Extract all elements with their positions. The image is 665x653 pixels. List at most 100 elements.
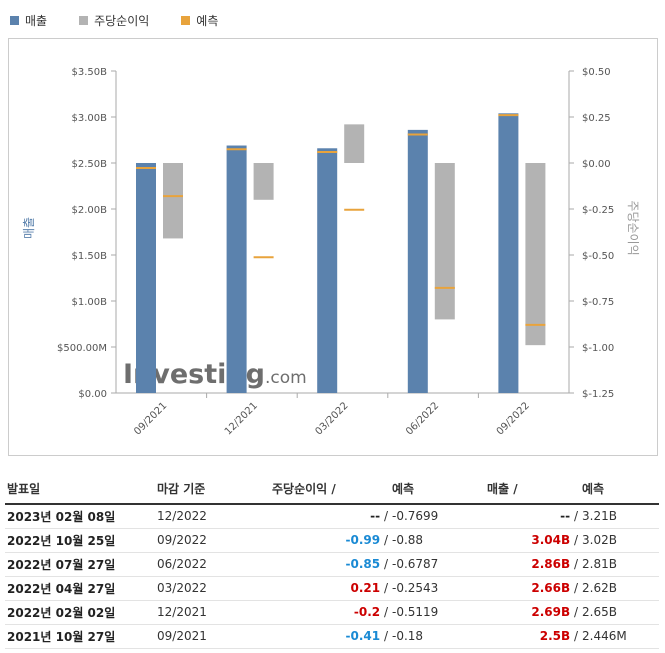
row-eps-value: 0.21	[350, 581, 381, 595]
header-date[interactable]: 발표일	[5, 474, 155, 505]
row-eps-value: -0.85	[345, 557, 381, 571]
row-eps: 0.21 /	[270, 576, 390, 601]
row-revenue-value: 3.04B	[531, 533, 571, 547]
eps-bar	[525, 163, 546, 346]
row-eps-forecast: -0.18	[390, 624, 485, 649]
row-revenue-sep: /	[573, 509, 578, 524]
row-eps-value: -0.41	[345, 629, 381, 643]
row-revenue-value: 2.86B	[531, 557, 571, 571]
row-eps-sep: /	[383, 533, 388, 547]
header-revenue[interactable]: 매출 /	[485, 474, 580, 505]
left-tick-label: $500.00M	[57, 343, 107, 354]
row-revenue-forecast: 3.21B	[580, 504, 659, 529]
row-revenue-sep: /	[573, 581, 578, 595]
row-revenue: 2.66B /	[485, 576, 580, 601]
row-revenue: -- /	[485, 504, 580, 529]
row-revenue-value: 2.5B	[539, 629, 571, 643]
eps-bar	[163, 163, 183, 239]
row-eps-forecast: -0.2543	[390, 576, 485, 601]
legend-item-eps[interactable]: 주당순이익	[79, 12, 149, 29]
row-period: 03/2022	[155, 576, 270, 601]
row-period: 12/2022	[155, 504, 270, 529]
row-date: 2022년 02월 02일	[5, 600, 155, 625]
legend-item-forecast[interactable]: 예측	[181, 12, 218, 29]
header-eps-forecast[interactable]: 예측	[390, 474, 485, 505]
chart-legend: 매출 주당순이익 예측	[10, 10, 250, 30]
header-eps-label: 주당순이익	[272, 482, 328, 496]
legend-item-revenue[interactable]: 매출	[10, 12, 47, 29]
row-eps-value: -0.99	[345, 533, 381, 547]
legend-label-eps: 주당순이익	[94, 13, 150, 28]
revenue-bar	[317, 148, 338, 393]
table-row: 2023년 02월 08일 12/2022 -- / -0.7699 -- /3.21B	[5, 504, 659, 529]
row-revenue-sep: /	[573, 629, 578, 643]
right-tick-label: $-0.25	[582, 205, 614, 216]
earnings-table: 발표일 마감 기준 주당순이익 / 예측 매출 / 예측 2023년 02월 0…	[5, 474, 659, 649]
header-eps[interactable]: 주당순이익 /	[270, 474, 390, 505]
earnings-chart: Investing.com $0.00 $500.00M $1.00B $1.50B $2…	[8, 38, 658, 456]
header-revenue-forecast[interactable]: 예측	[580, 474, 659, 505]
row-revenue: 2.5B /	[485, 624, 580, 649]
right-tick-label: $-1.25	[582, 389, 614, 400]
left-tick-label: $2.50B	[72, 159, 108, 170]
legend-label-forecast: 예측	[196, 13, 219, 28]
row-revenue-sep: /	[573, 557, 578, 571]
chart-svg: Investing.com$0.00$500.00M$1.00B$1.50B$2…	[22, 67, 640, 437]
row-eps-forecast: -0.7699	[390, 504, 485, 529]
watermark-suffix: .com	[265, 368, 307, 388]
eps-bar	[344, 124, 365, 163]
row-revenue-value: 2.66B	[531, 581, 571, 595]
eps-bar	[253, 163, 274, 200]
row-eps-forecast: -0.5119	[390, 600, 485, 625]
row-period: 12/2021	[155, 600, 270, 625]
left-tick-label: $1.00B	[72, 297, 108, 308]
row-eps: -0.85 /	[270, 552, 390, 577]
revenue-bar	[407, 129, 428, 393]
row-revenue: 2.69B /	[485, 600, 580, 625]
row-date: 2022년 10월 25일	[5, 528, 155, 553]
left-axis-title: 매출	[22, 217, 36, 239]
table-header-row: 발표일 마감 기준 주당순이익 / 예측 매출 / 예측	[5, 474, 659, 505]
right-tick-label: $0.00	[582, 159, 611, 170]
row-eps: -0.41 /	[270, 624, 390, 649]
row-eps-forecast: -0.6787	[390, 552, 485, 577]
revenue-bar	[136, 163, 156, 393]
row-date: 2022년 07월 27일	[5, 552, 155, 577]
row-revenue-sep: /	[573, 533, 578, 547]
revenue-swatch-icon	[10, 15, 19, 25]
right-tick-label: $0.50	[582, 67, 611, 78]
row-revenue-sep: /	[573, 605, 578, 619]
table-row: 2022년 10월 25일 09/2022 -0.99 /-0.88 3.04B /3…	[5, 528, 659, 553]
right-tick-label: $-0.75	[582, 297, 614, 308]
row-date: 2023년 02월 08일	[5, 504, 155, 529]
eps-bar	[434, 163, 455, 320]
row-eps: -0.2 /	[270, 600, 390, 625]
row-eps-sep: /	[383, 605, 388, 619]
row-eps-sep: /	[383, 629, 388, 643]
left-tick-label: $3.00B	[72, 113, 108, 124]
row-revenue-forecast: 2.65B	[580, 600, 659, 625]
header-revenue-label: 매출	[487, 482, 510, 496]
row-eps: -- /	[270, 504, 390, 529]
right-axis-title: 주당순이익	[626, 200, 640, 255]
row-date: 2021년 10월 27일	[5, 624, 155, 649]
header-period[interactable]: 마감 기준	[155, 474, 270, 505]
eps-swatch-icon	[79, 15, 89, 25]
left-tick-label: $2.00B	[72, 205, 108, 216]
row-revenue-value: 2.69B	[531, 605, 571, 619]
category-label: 09/2021	[132, 400, 169, 437]
row-revenue: 2.86B /	[485, 552, 580, 577]
table-row: 2022년 07월 27일 06/2022 -0.85 /-0.6787 2.86B …	[5, 552, 659, 577]
right-tick-label: $-0.50	[582, 251, 614, 262]
row-period: 09/2022	[155, 528, 270, 553]
header-eps-sep: /	[331, 482, 336, 496]
category-label: 06/2022	[404, 400, 441, 437]
row-eps-forecast: -0.88	[390, 528, 485, 553]
row-eps-value: --	[370, 509, 381, 524]
row-revenue-forecast: 3.02B	[580, 528, 659, 553]
table-row: 2022년 04월 27일 03/2022 0.21 /-0.2543 2.66B /…	[5, 576, 659, 601]
row-period: 06/2022	[155, 552, 270, 577]
row-period: 09/2021	[155, 624, 270, 649]
right-tick-label: $0.25	[582, 113, 611, 124]
revenue-bar	[226, 145, 247, 393]
